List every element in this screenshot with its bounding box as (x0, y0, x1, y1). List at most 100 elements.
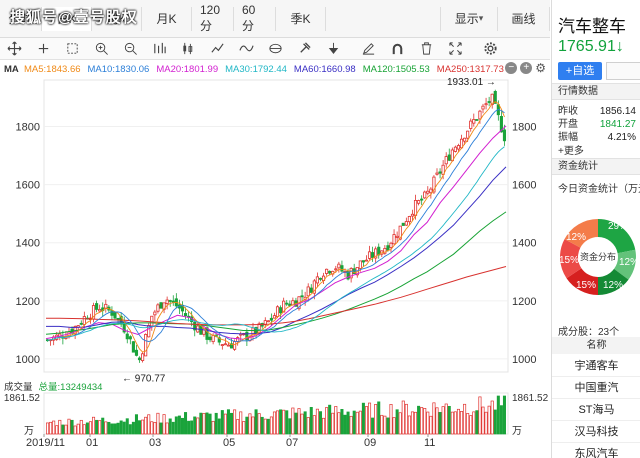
tab-120min[interactable]: 120分 (192, 3, 234, 33)
candle-body (444, 156, 448, 165)
cycle-icon[interactable] (261, 38, 290, 60)
volume-bar (116, 422, 120, 435)
candle-body (463, 137, 467, 142)
trash-icon[interactable] (412, 38, 441, 60)
volume-bar (309, 407, 313, 435)
volume-bar (346, 411, 350, 435)
candle-body (147, 325, 151, 338)
tab-quarterly-k[interactable]: 季K (276, 6, 326, 31)
tab-intraday[interactable]: 分时 (0, 6, 42, 31)
x-tick-label: 01 (86, 437, 98, 449)
chart-frame (43, 79, 509, 373)
ma-curve-icon[interactable] (232, 38, 261, 60)
volume-bar (340, 409, 344, 435)
volume-frame (43, 392, 509, 435)
tab-weekly-k[interactable]: 周K (92, 6, 142, 31)
hammer-icon[interactable] (290, 38, 319, 60)
volume-bar (322, 417, 326, 435)
volume-bar (266, 418, 270, 435)
line-style-icon[interactable] (203, 38, 232, 60)
fund-distribution-donut: 资金分布 29% 12% 15% 15% 12% 12% (559, 219, 639, 295)
list-item[interactable]: 中国重汽 (552, 378, 640, 399)
volume-bar (162, 414, 166, 435)
candle-body (144, 334, 148, 357)
volume-bar (242, 421, 246, 435)
ma-settings-icon[interactable]: ⚙ (535, 61, 546, 75)
y-tick-label-left: 1000 (16, 354, 40, 366)
volume-bar (184, 412, 188, 435)
candle-body (269, 317, 273, 321)
list-item[interactable]: 汉马科技 (552, 422, 640, 443)
volume-bar (499, 405, 503, 435)
magnet-icon[interactable] (383, 38, 412, 60)
candle-body (300, 295, 304, 298)
kline-chart[interactable]: 1800 1800 1600 1600 1400 1400 1200 1200 1000 1000… (0, 0, 550, 458)
candle-body (312, 280, 316, 294)
y-tick-label-right: 1400 (512, 238, 536, 250)
candle-body (211, 334, 215, 343)
list-item[interactable]: ST海马 (552, 400, 640, 421)
list-item[interactable]: 东风汽车 (552, 444, 640, 458)
panel-option-button[interactable] (606, 62, 640, 80)
draw-line-button[interactable]: 画线 (498, 6, 550, 31)
zoom-in-icon[interactable] (87, 38, 116, 60)
crosshair-icon[interactable] (29, 38, 58, 60)
volume-bar (236, 419, 240, 435)
list-item[interactable]: 宇通客车 (552, 356, 640, 377)
add-watchlist-button[interactable]: +自选 (558, 62, 602, 80)
volume-bar (371, 417, 375, 435)
candle-body (475, 119, 479, 121)
volume-bar (199, 412, 203, 435)
volume-bar (263, 418, 267, 435)
candle-body (358, 260, 362, 269)
volume-bar (466, 413, 470, 435)
zoom-out-icon[interactable] (116, 38, 145, 60)
volume-bar (472, 411, 476, 435)
donut-pct-label: 12% (619, 257, 639, 268)
candle-style-icon[interactable] (174, 38, 203, 60)
settings-icon[interactable] (476, 38, 505, 60)
candle-body (438, 171, 442, 174)
candle-body (371, 252, 375, 258)
x-tick-label: 2019/11 (26, 437, 65, 449)
candle-body (487, 101, 491, 103)
volume-bar (420, 407, 424, 435)
tab-monthly-k[interactable]: 月K (142, 6, 192, 31)
volume-bar (122, 421, 126, 435)
candle-body (346, 271, 350, 280)
bar-style-icon[interactable] (145, 38, 174, 60)
more-quotes-link[interactable]: +更多 (558, 146, 584, 157)
down-arrow-icon[interactable] (319, 38, 348, 60)
candle-body (392, 234, 396, 245)
candle-body (502, 129, 507, 142)
expand-icon[interactable] (441, 38, 470, 60)
candle-body (481, 105, 485, 110)
candle-body (404, 221, 408, 226)
tab-60min[interactable]: 60分 (234, 3, 276, 33)
volume-bar (88, 421, 92, 435)
pen-icon[interactable] (354, 38, 383, 60)
collapse-icon[interactable]: − (505, 62, 518, 74)
volume-bar (404, 403, 408, 435)
volume-bar (453, 411, 457, 435)
volume-bar (46, 422, 50, 435)
volume-bar (202, 413, 206, 435)
rect-select-icon[interactable] (58, 38, 87, 60)
volume-bar (328, 404, 332, 435)
ma10-value: MA10:1830.06 (87, 63, 150, 75)
volume-bar (95, 419, 99, 435)
display-dropdown[interactable]: 显示 (440, 6, 498, 31)
volume-bar (73, 425, 77, 435)
volume-bar (417, 405, 421, 435)
quote-value: 4.21% (607, 132, 636, 143)
volume-bar (389, 404, 393, 435)
quote-row-open: 开盘 1841.27 (558, 115, 640, 130)
add-indicator-icon[interactable]: + (520, 62, 533, 74)
move-icon[interactable] (0, 38, 29, 60)
candle-body (466, 130, 470, 139)
tab-daily-k[interactable]: 日K (42, 6, 92, 31)
donut-slice (566, 268, 598, 295)
volume-bar (484, 411, 488, 435)
candle-body (116, 318, 120, 320)
volume-bar (49, 421, 53, 435)
